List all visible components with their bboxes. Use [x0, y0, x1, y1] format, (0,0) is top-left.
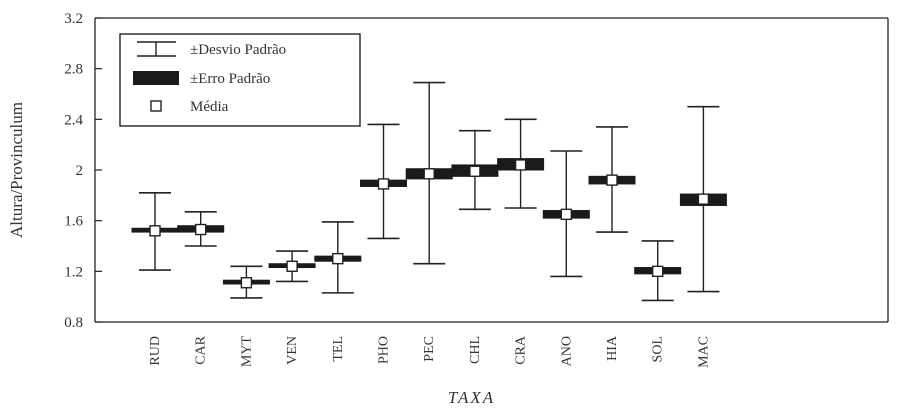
plot-area: 0.8 1.2 1.6 2 2.4 2.8 3.2 Altura/Provinculum TAX…	[7, 11, 889, 407]
mean-marker	[194, 223, 207, 236]
series-item-sol: SOL	[634, 240, 682, 362]
x-axis-title: TAXA	[448, 388, 495, 407]
y-tick-label: 2.4	[64, 112, 83, 128]
y-tick-label: 3.2	[64, 11, 83, 27]
category-label: MAC	[696, 336, 711, 368]
category-label: CAR	[194, 335, 209, 364]
series-item-tel: TEL	[314, 221, 362, 362]
mean-marker	[423, 168, 435, 180]
series-item-car: CAR	[177, 211, 225, 365]
y-tick-label: 1.6	[64, 214, 83, 230]
legend-mean-symbol	[150, 100, 162, 112]
mean-marker	[514, 159, 527, 171]
series-item-hia: HIA	[588, 126, 636, 361]
legend-se-symbol	[133, 71, 179, 85]
mean-marker	[652, 265, 664, 278]
category-label: SOL	[651, 336, 666, 362]
y-tick-label: 0.8	[64, 315, 83, 331]
mean-marker	[560, 208, 572, 221]
category-label: VEN	[285, 336, 300, 365]
category-label: PHO	[377, 336, 392, 364]
category-label: MYT	[239, 336, 254, 368]
category-label: CRA	[514, 335, 529, 365]
category-label: ANO	[559, 336, 574, 366]
mean-marker	[469, 165, 481, 177]
series-item-pec: PEC	[405, 81, 453, 362]
series-item-ven: VEN	[268, 250, 316, 365]
legend-label-mean: Média	[190, 99, 229, 115]
category-label: CHL	[468, 336, 483, 364]
series-item-myt: MYT	[222, 265, 270, 368]
series-item-pho: PHO	[360, 123, 407, 364]
mean-marker	[149, 225, 161, 237]
y-tick-label: 2	[76, 163, 84, 179]
mean-marker	[377, 178, 390, 190]
series-item-chl: CHL	[451, 129, 499, 364]
series-item-ano: ANO	[542, 150, 590, 366]
series-item-cra: CRA	[497, 118, 545, 365]
series-item-mac: MAC	[679, 105, 727, 368]
category-label: RUD	[148, 336, 163, 366]
y-tick-label: 2.8	[64, 62, 83, 78]
mean-marker	[606, 174, 618, 186]
mean-marker	[332, 252, 344, 265]
category-label: TEL	[331, 336, 346, 362]
mean-marker	[697, 193, 710, 205]
y-axis-title: Altura/Provinculum	[7, 102, 26, 238]
legend: ±Desvio Padrão ±Erro Padrão Média	[119, 33, 361, 127]
category-label: HIA	[605, 335, 620, 361]
legend-label-se: ±Erro Padrão	[190, 71, 270, 87]
mean-marker	[286, 260, 298, 272]
series-item-rud: RUD	[131, 192, 179, 366]
mean-marker	[240, 277, 253, 289]
category-label: PEC	[422, 336, 437, 362]
y-tick-label: 1.2	[64, 264, 83, 280]
legend-label-sd: ±Desvio Padrão	[190, 42, 286, 58]
